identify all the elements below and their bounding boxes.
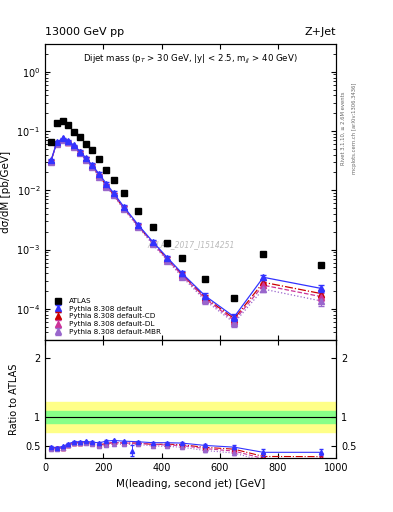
Text: Dijet mass (p$_{T}$ > 30 GeV, |y| < 2.5, m$_{jj}$ > 40 GeV): Dijet mass (p$_{T}$ > 30 GeV, |y| < 2.5,… [83, 52, 298, 66]
Legend: ATLAS, Pythia 8.308 default, Pythia 8.308 default-CD, Pythia 8.308 default-DL, P: ATLAS, Pythia 8.308 default, Pythia 8.30… [49, 296, 162, 336]
X-axis label: M(leading, second jet) [GeV]: M(leading, second jet) [GeV] [116, 479, 265, 488]
Text: mcplots.cern.ch [arXiv:1306.3436]: mcplots.cern.ch [arXiv:1306.3436] [352, 82, 357, 174]
Text: Z+Jet: Z+Jet [305, 27, 336, 37]
Y-axis label: dσ/dM [pb/GeV]: dσ/dM [pb/GeV] [0, 151, 11, 232]
Text: Rivet 3.1.10, ≥ 2.6M events: Rivet 3.1.10, ≥ 2.6M events [341, 91, 346, 165]
Text: 13000 GeV pp: 13000 GeV pp [45, 27, 124, 37]
Text: ATLAS_2017_I1514251: ATLAS_2017_I1514251 [147, 241, 234, 249]
Y-axis label: Ratio to ATLAS: Ratio to ATLAS [9, 364, 19, 435]
